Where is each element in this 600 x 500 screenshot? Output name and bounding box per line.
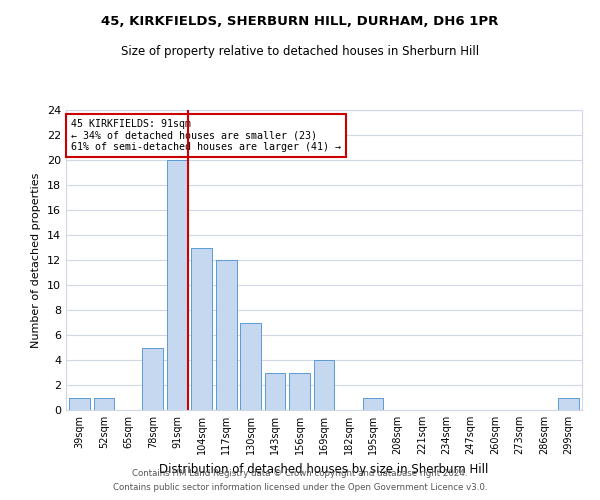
Bar: [191, 248, 212, 410]
Bar: [265, 372, 286, 410]
Bar: [94, 398, 114, 410]
Text: 45 KIRKFIELDS: 91sqm
← 34% of detached houses are smaller (23)
61% of semi-detac: 45 KIRKFIELDS: 91sqm ← 34% of detached h…: [71, 119, 341, 152]
Bar: [69, 398, 90, 410]
Bar: [362, 398, 383, 410]
Text: 45, KIRKFIELDS, SHERBURN HILL, DURHAM, DH6 1PR: 45, KIRKFIELDS, SHERBURN HILL, DURHAM, D…: [101, 15, 499, 28]
Text: Contains HM Land Registry data © Crown copyright and database right 2024.: Contains HM Land Registry data © Crown c…: [132, 468, 468, 477]
Y-axis label: Number of detached properties: Number of detached properties: [31, 172, 41, 348]
Bar: [558, 398, 579, 410]
Bar: [142, 348, 163, 410]
Bar: [314, 360, 334, 410]
Text: Contains public sector information licensed under the Open Government Licence v3: Contains public sector information licen…: [113, 484, 487, 492]
X-axis label: Distribution of detached houses by size in Sherburn Hill: Distribution of detached houses by size …: [160, 462, 488, 475]
Bar: [240, 322, 261, 410]
Bar: [289, 372, 310, 410]
Text: Size of property relative to detached houses in Sherburn Hill: Size of property relative to detached ho…: [121, 45, 479, 58]
Bar: [216, 260, 236, 410]
Bar: [167, 160, 188, 410]
